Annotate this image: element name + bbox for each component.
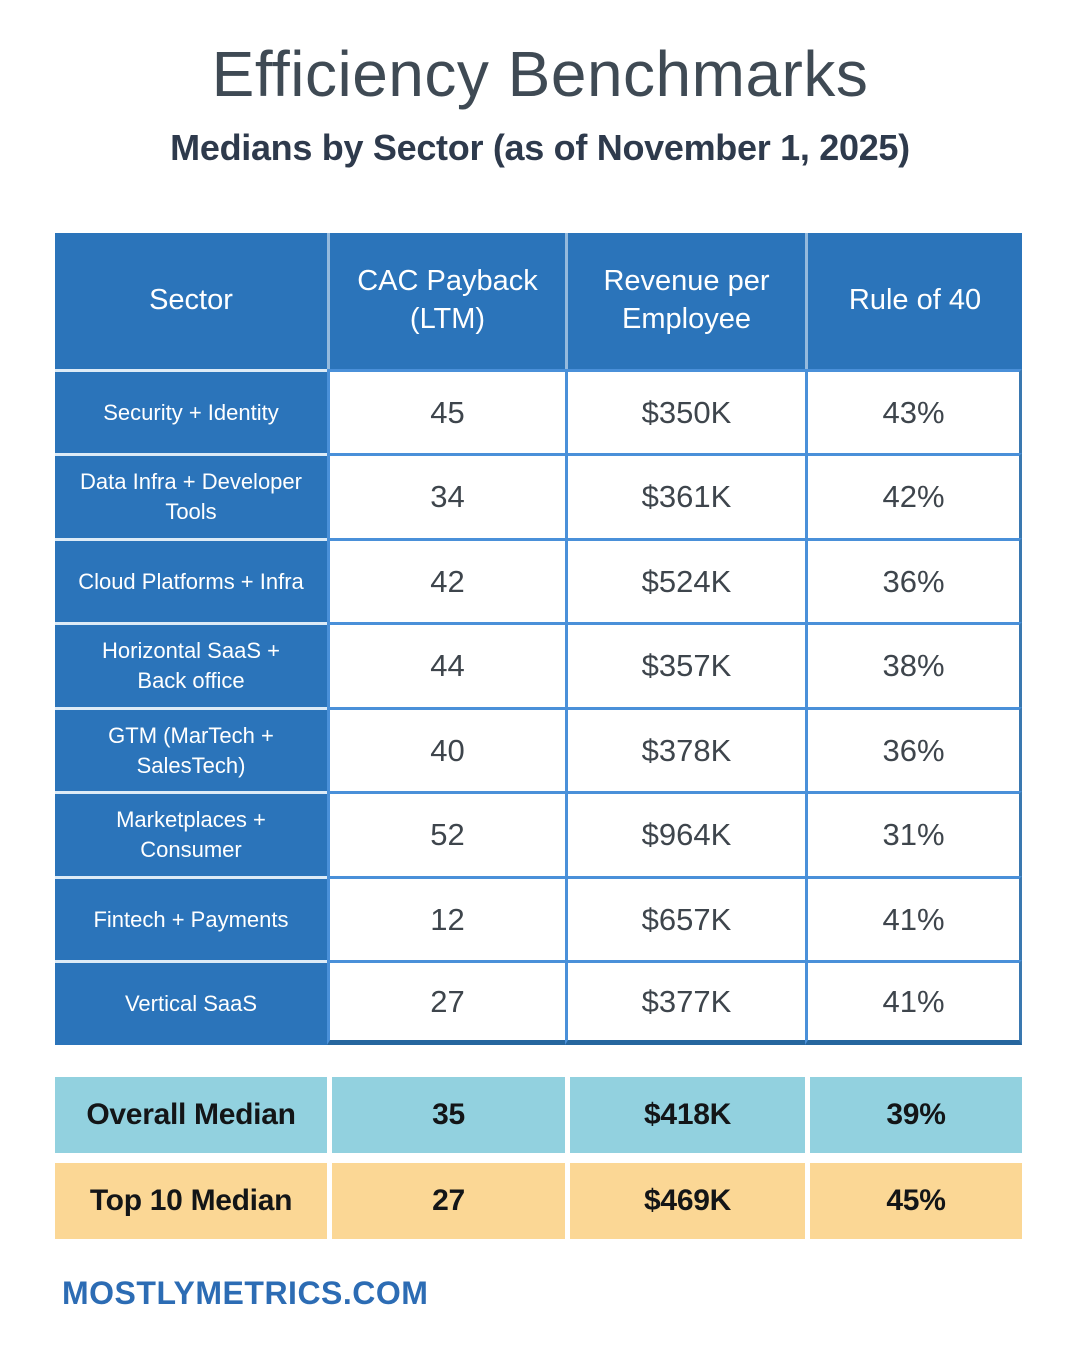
rule-of-40-cell: 31% xyxy=(805,791,1022,876)
sector-cell: Fintech + Payments xyxy=(55,875,327,961)
cac-payback-cell: 27 xyxy=(327,960,565,1045)
cac-payback-cell: 40 xyxy=(327,706,565,792)
cac-payback-cell: 42 xyxy=(327,537,565,623)
column-header-revenue-per-employee: Revenue per Employee xyxy=(565,232,805,369)
cac-payback-cell: 12 xyxy=(327,875,565,961)
sector-cell: GTM (MarTech + SalesTech) xyxy=(55,706,327,792)
page-subtitle: Medians by Sector (as of November 1, 202… xyxy=(170,126,910,168)
revenue-per-employee-cell: $377K xyxy=(565,960,805,1045)
benchmarks-table: Sector CAC Payback (LTM) Revenue per Emp… xyxy=(55,232,1022,1045)
cac-payback-cell: 34 xyxy=(327,453,565,538)
cac-payback-cell: 44 xyxy=(327,622,565,707)
revenue-per-employee-cell: $657K xyxy=(565,875,805,961)
column-header-sector: Sector xyxy=(55,232,327,369)
sector-cell: Data Infra + Developer Tools xyxy=(55,453,327,538)
revenue-per-employee-cell: $964K xyxy=(565,791,805,876)
summary-revenue-value: $418K xyxy=(565,1076,805,1153)
rule-of-40-cell: 42% xyxy=(805,453,1022,538)
rule-of-40-cell: 38% xyxy=(805,622,1022,707)
revenue-per-employee-cell: $378K xyxy=(565,706,805,792)
summary-cac-payback-value: 27 xyxy=(327,1162,565,1239)
sector-cell: Cloud Platforms + Infra xyxy=(55,537,327,623)
rule-of-40-cell: 41% xyxy=(805,875,1022,961)
sector-cell: Vertical SaaS xyxy=(55,960,327,1045)
summary-cac-payback-value: 35 xyxy=(327,1076,565,1153)
page-title: Efficiency Benchmarks xyxy=(211,38,869,110)
summary-rule-of-40-value: 39% xyxy=(805,1076,1022,1153)
sector-cell: Marketplaces + Consumer xyxy=(55,791,327,876)
summary-row-label: Overall Median xyxy=(55,1076,327,1153)
rule-of-40-cell: 43% xyxy=(805,368,1022,454)
summary-revenue-value: $469K xyxy=(565,1162,805,1239)
revenue-per-employee-cell: $524K xyxy=(565,537,805,623)
rule-of-40-cell: 41% xyxy=(805,960,1022,1045)
summary-overall-median-row: Overall Median 35 $418K 39% xyxy=(55,1076,1022,1153)
cac-payback-cell: 52 xyxy=(327,791,565,876)
rule-of-40-cell: 36% xyxy=(805,706,1022,792)
summary-top10-median-row: Top 10 Median 27 $469K 45% xyxy=(55,1162,1022,1239)
summary-row-label: Top 10 Median xyxy=(55,1162,327,1239)
rule-of-40-cell: 36% xyxy=(805,537,1022,623)
column-header-cac-payback: CAC Payback (LTM) xyxy=(327,232,565,369)
revenue-per-employee-cell: $357K xyxy=(565,622,805,707)
site-link[interactable]: MOSTLYMETRICS.COM xyxy=(62,1274,429,1311)
summary-rule-of-40-value: 45% xyxy=(805,1162,1022,1239)
revenue-per-employee-cell: $361K xyxy=(565,453,805,538)
column-header-rule-of-40: Rule of 40 xyxy=(805,232,1022,369)
cac-payback-cell: 45 xyxy=(327,368,565,454)
sector-cell: Security + Identity xyxy=(55,368,327,454)
sector-cell: Horizontal SaaS + Back office xyxy=(55,622,327,707)
revenue-per-employee-cell: $350K xyxy=(565,368,805,454)
